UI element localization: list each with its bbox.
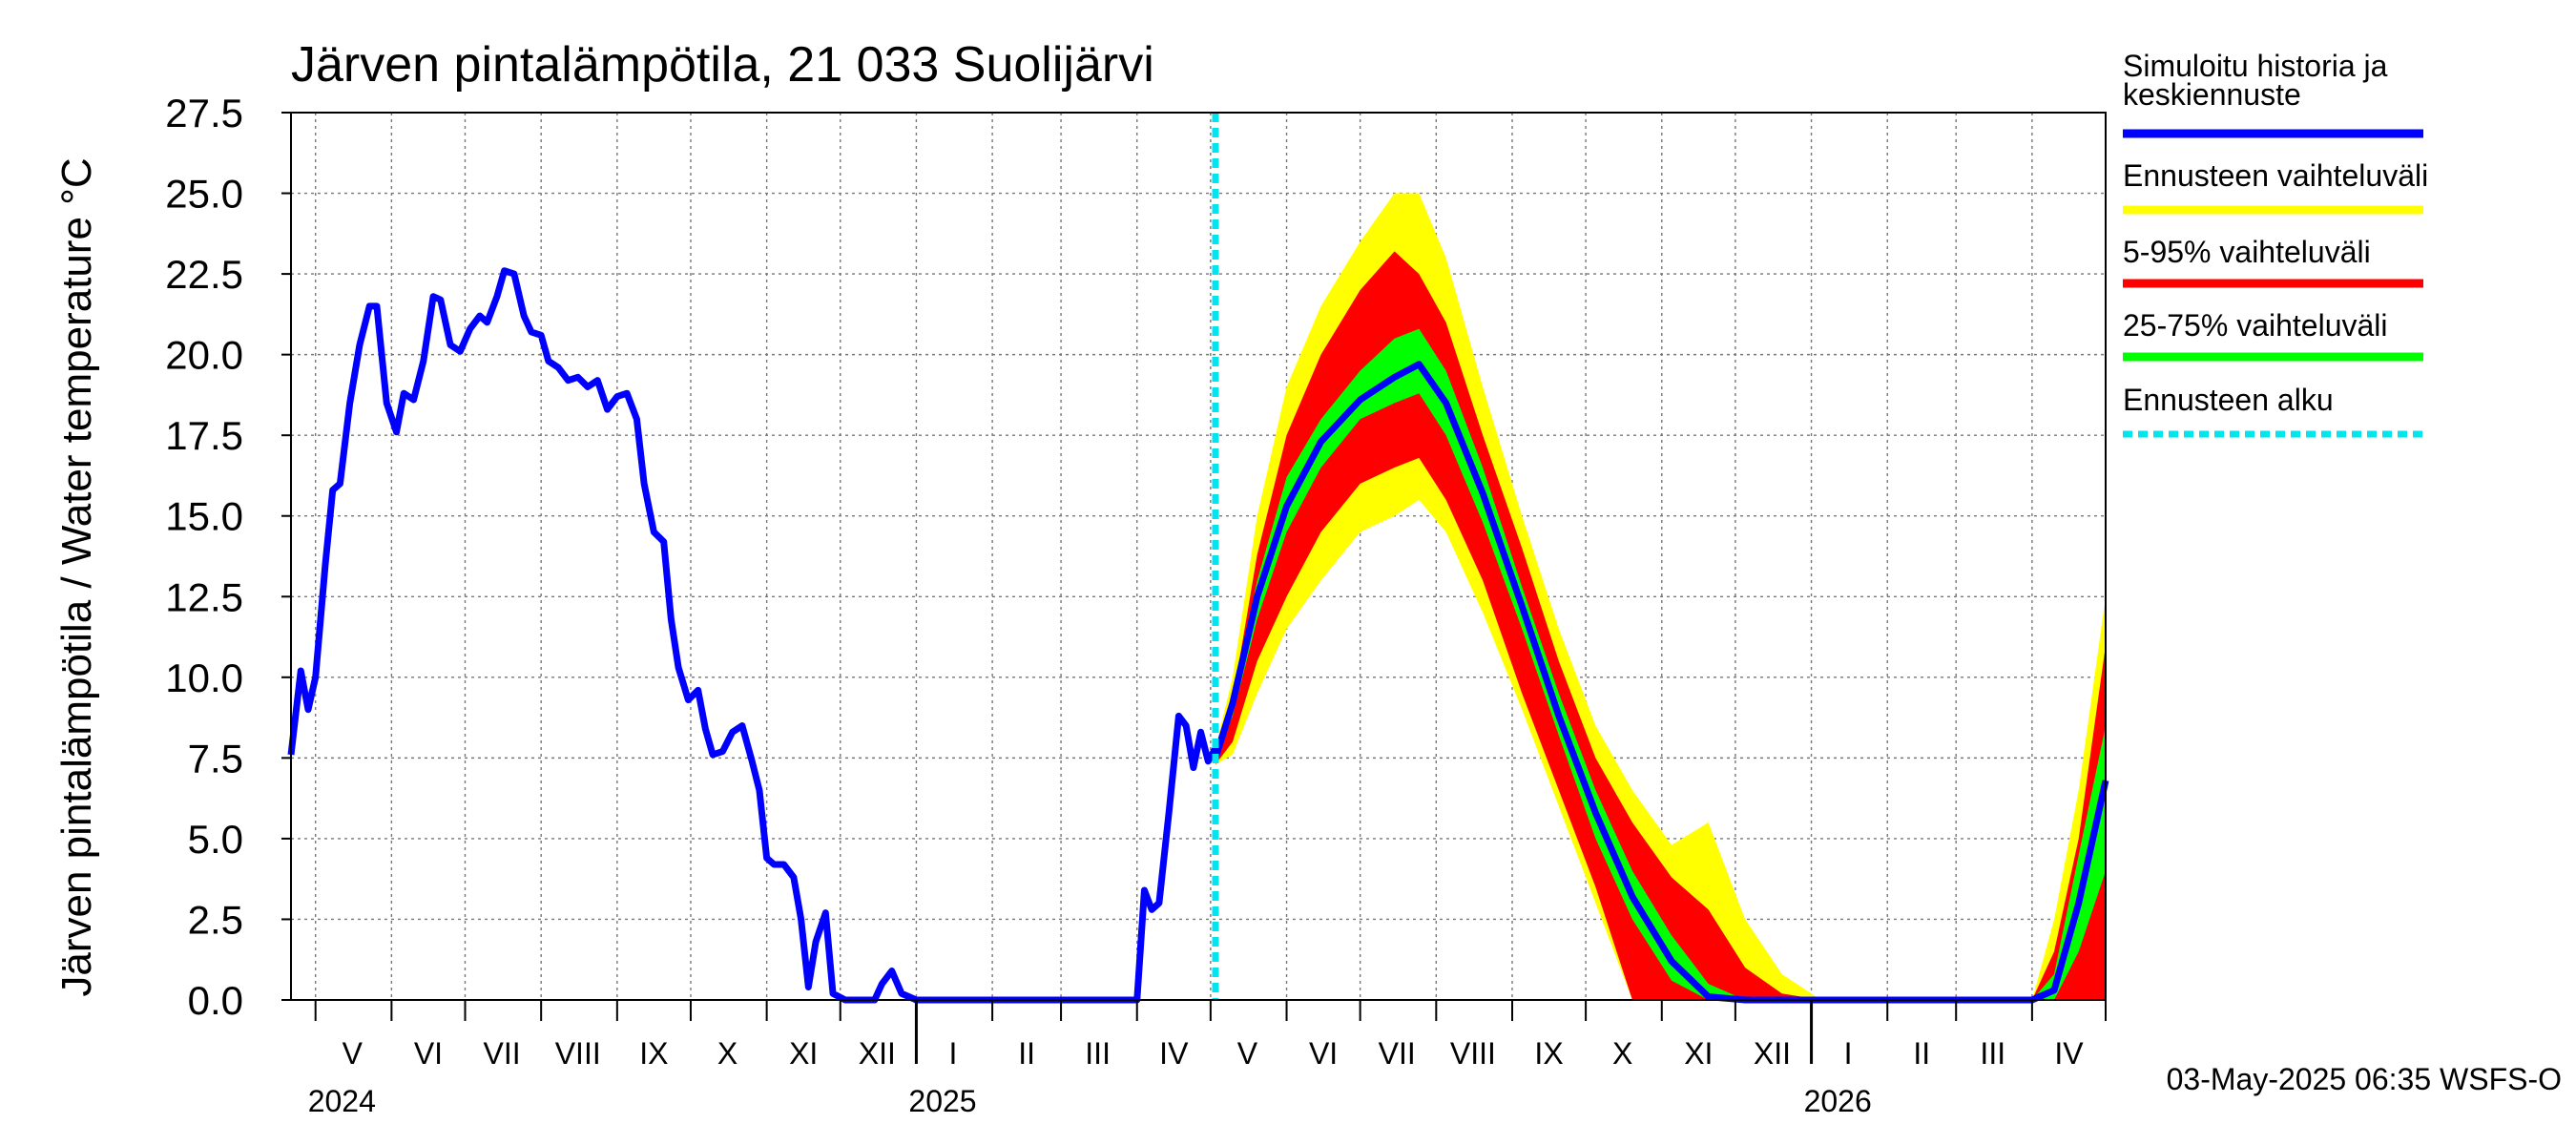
month-label-15: VIII <box>1450 1036 1496 1071</box>
y-tick-label-11: 27.5 <box>165 91 243 135</box>
y-tick-label-3: 7.5 <box>188 736 243 781</box>
y-tick-label-10: 25.0 <box>165 172 243 217</box>
y-tick-label-7: 17.5 <box>165 413 243 458</box>
y-axis-label: Järven pintalämpötila / Water temperatur… <box>53 157 100 996</box>
month-label-5: X <box>717 1036 737 1071</box>
month-label-19: XII <box>1754 1036 1791 1071</box>
month-label-9: II <box>1018 1036 1035 1071</box>
y-tick-label-8: 20.0 <box>165 333 243 378</box>
month-label-7: XII <box>859 1036 896 1071</box>
y-tick-label-9: 22.5 <box>165 252 243 297</box>
year-label-2: 2026 <box>1804 1084 1872 1118</box>
month-label-18: XI <box>1684 1036 1713 1071</box>
month-label-10: III <box>1085 1036 1111 1071</box>
legend-label-0-0: Simuloitu historia ja <box>2123 49 2388 83</box>
month-label-3: VIII <box>555 1036 601 1071</box>
y-tick-label-2: 5.0 <box>188 817 243 862</box>
y-tick-label-0: 0.0 <box>188 978 243 1023</box>
forecast-band-1 <box>1215 251 2106 1000</box>
y-tick-label-6: 15.0 <box>165 494 243 539</box>
y-tick-label-5: 12.5 <box>165 574 243 619</box>
timestamp-footer: 03-May-2025 06:35 WSFS-O <box>2167 1062 2562 1096</box>
month-label-22: III <box>1980 1036 2005 1071</box>
month-label-0: V <box>343 1036 364 1071</box>
month-label-14: VII <box>1379 1036 1416 1071</box>
axes: 0.0 2.5 5.0 7.5 10.0 12.5 15.0 17.5 20.0 22.5 25.0… <box>165 91 2107 1118</box>
year-label-1: 2025 <box>908 1084 976 1118</box>
month-label-6: XI <box>789 1036 818 1071</box>
year-label-0: 2024 <box>308 1084 376 1118</box>
legend-label-0-1: keskiennuste <box>2123 77 2301 112</box>
month-label-16: IX <box>1534 1036 1563 1071</box>
legend-label-3-0: 25-75% vaihteluväli <box>2123 308 2388 343</box>
month-label-2: VII <box>483 1036 520 1071</box>
month-label-11: IV <box>1159 1036 1189 1071</box>
y-tick-label-4: 10.0 <box>165 656 243 700</box>
legend-label-1-0: Ennusteen vaihteluväli <box>2123 158 2428 193</box>
plot-background <box>291 113 2106 1000</box>
history-line <box>287 267 1219 1004</box>
grid <box>291 112 2107 1001</box>
month-label-21: II <box>1913 1036 1930 1071</box>
month-label-12: V <box>1237 1036 1258 1071</box>
legend-label-2-0: 5-95% vaihteluväli <box>2123 235 2371 269</box>
legend-label-4-0: Ennusteen alku <box>2123 383 2334 417</box>
month-label-23: IV <box>2054 1036 2084 1071</box>
month-label-4: IX <box>639 1036 668 1071</box>
month-label-8: I <box>949 1036 958 1071</box>
chart-title: Järven pintalämpötila, 21 033 Suolijärvi <box>291 37 1154 93</box>
month-label-20: I <box>1844 1036 1853 1071</box>
month-label-1: VI <box>414 1036 443 1071</box>
month-label-13: VI <box>1309 1036 1338 1071</box>
plot-frame <box>290 112 2107 1001</box>
month-label-17: X <box>1612 1036 1632 1071</box>
y-tick-label-1: 2.5 <box>188 897 243 942</box>
